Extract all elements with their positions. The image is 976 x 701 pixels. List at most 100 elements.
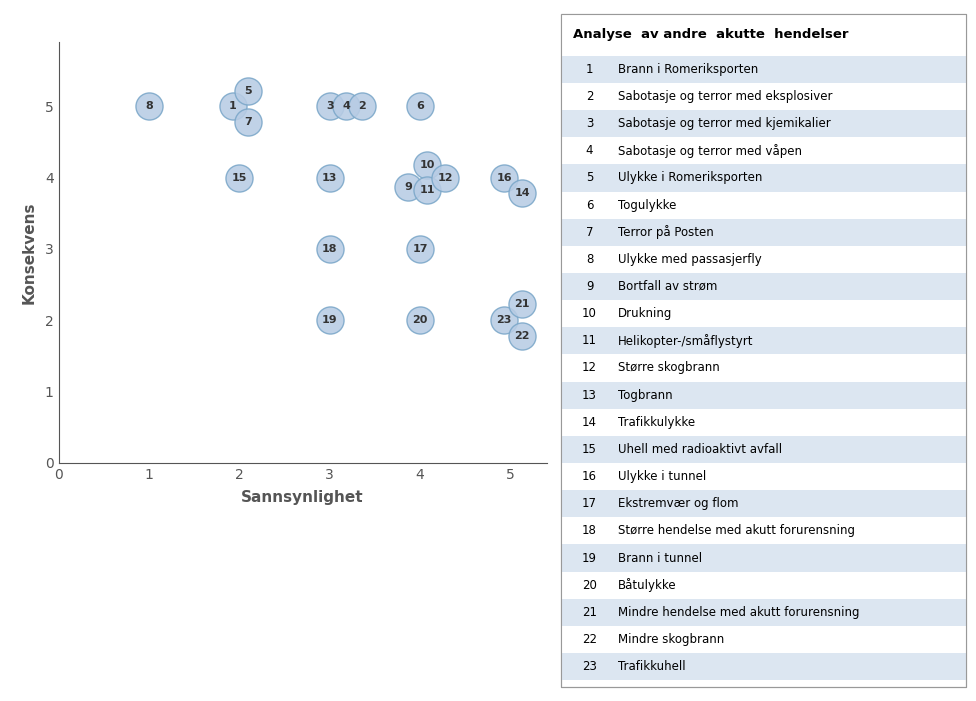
- Point: [322, 243, 338, 254]
- Text: 19: 19: [582, 552, 597, 564]
- Text: Togbrann: Togbrann: [618, 388, 672, 402]
- Point: [240, 85, 256, 96]
- Text: 21: 21: [514, 299, 530, 309]
- Point: [412, 315, 427, 326]
- Bar: [561, 436, 966, 463]
- Bar: [561, 219, 966, 246]
- Text: 13: 13: [582, 388, 597, 402]
- Text: Sabotasje og terror med eksplosiver: Sabotasje og terror med eksplosiver: [618, 90, 833, 103]
- Point: [420, 159, 435, 170]
- Text: 4: 4: [586, 144, 593, 157]
- Text: Sabotasje og terror med kjemikalier: Sabotasje og terror med kjemikalier: [618, 117, 831, 130]
- Text: 1: 1: [229, 101, 237, 111]
- Y-axis label: Konsekvens: Konsekvens: [21, 201, 36, 304]
- Text: 4: 4: [342, 101, 349, 111]
- Text: Båtulykke: Båtulykke: [618, 578, 676, 592]
- Bar: [561, 246, 966, 273]
- Text: 8: 8: [145, 101, 153, 111]
- Point: [354, 101, 370, 112]
- Point: [240, 116, 256, 128]
- Text: 17: 17: [412, 244, 427, 254]
- Text: 15: 15: [231, 172, 247, 182]
- Text: 18: 18: [322, 244, 338, 254]
- Text: Drukning: Drukning: [618, 307, 672, 320]
- Text: 2: 2: [586, 90, 593, 103]
- Point: [322, 172, 338, 183]
- Text: Sabotasje og terror med våpen: Sabotasje og terror med våpen: [618, 144, 802, 158]
- Point: [400, 181, 416, 192]
- Text: 21: 21: [582, 606, 597, 619]
- Text: 10: 10: [420, 160, 435, 170]
- Text: Ulykke med passasjerfly: Ulykke med passasjerfly: [618, 253, 761, 266]
- Text: 23: 23: [497, 315, 511, 325]
- Bar: [561, 56, 966, 83]
- Text: 3: 3: [326, 101, 334, 111]
- Bar: [561, 137, 966, 164]
- Point: [514, 188, 530, 199]
- Text: Mindre skogbrann: Mindre skogbrann: [618, 633, 724, 646]
- Point: [322, 101, 338, 112]
- Point: [338, 101, 353, 112]
- Bar: [561, 545, 966, 571]
- Text: Brann i Romeriksporten: Brann i Romeriksporten: [618, 63, 758, 76]
- Bar: [561, 83, 966, 110]
- Text: 23: 23: [582, 660, 597, 673]
- Text: Mindre hendelse med akutt forurensning: Mindre hendelse med akutt forurensning: [618, 606, 860, 619]
- Point: [496, 172, 511, 183]
- Text: 14: 14: [582, 416, 597, 429]
- Bar: [561, 327, 966, 355]
- Text: Uhell med radioaktivt avfall: Uhell med radioaktivt avfall: [618, 443, 782, 456]
- Text: Bortfall av strøm: Bortfall av strøm: [618, 280, 717, 293]
- Text: 16: 16: [582, 470, 597, 483]
- Text: 12: 12: [437, 172, 453, 182]
- Text: Ulykke i Romeriksporten: Ulykke i Romeriksporten: [618, 172, 762, 184]
- Text: 1: 1: [586, 63, 593, 76]
- Text: 11: 11: [582, 334, 597, 347]
- Bar: [561, 571, 966, 599]
- Text: 7: 7: [244, 117, 252, 127]
- Bar: [561, 626, 966, 653]
- Point: [514, 330, 530, 341]
- Text: Terror på Posten: Terror på Posten: [618, 225, 713, 239]
- Text: Helikopter-/småflystyrt: Helikopter-/småflystyrt: [618, 334, 753, 348]
- Text: 6: 6: [416, 101, 424, 111]
- Text: 5: 5: [586, 172, 593, 184]
- Text: 11: 11: [420, 185, 435, 196]
- Text: Ekstremvær og flom: Ekstremvær og flom: [618, 497, 739, 510]
- Point: [496, 315, 511, 326]
- Text: 13: 13: [322, 172, 338, 182]
- Text: 3: 3: [586, 117, 593, 130]
- Point: [322, 315, 338, 326]
- Point: [420, 185, 435, 196]
- Text: Togulykke: Togulykke: [618, 198, 676, 212]
- Text: 15: 15: [582, 443, 597, 456]
- Text: Trafikkuhell: Trafikkuhell: [618, 660, 685, 673]
- Text: 10: 10: [582, 307, 597, 320]
- Bar: [561, 191, 966, 219]
- Bar: [561, 409, 966, 436]
- Text: Brann i tunnel: Brann i tunnel: [618, 552, 702, 564]
- Text: 22: 22: [582, 633, 597, 646]
- Text: 5: 5: [245, 86, 252, 95]
- Bar: [561, 110, 966, 137]
- Text: 8: 8: [586, 253, 593, 266]
- Bar: [561, 653, 966, 680]
- Point: [514, 299, 530, 310]
- Bar: [561, 273, 966, 300]
- Text: Større skogbrann: Større skogbrann: [618, 362, 719, 374]
- Bar: [561, 14, 966, 56]
- Text: 18: 18: [582, 524, 597, 538]
- Text: 17: 17: [582, 497, 597, 510]
- Text: 20: 20: [412, 315, 427, 325]
- Text: Ulykke i tunnel: Ulykke i tunnel: [618, 470, 707, 483]
- Text: 7: 7: [586, 226, 593, 239]
- X-axis label: Sannsynlighet: Sannsynlighet: [241, 490, 364, 505]
- Text: Trafikkulykke: Trafikkulykke: [618, 416, 695, 429]
- Text: 22: 22: [514, 331, 530, 341]
- Text: 12: 12: [582, 362, 597, 374]
- Text: 19: 19: [322, 315, 338, 325]
- Point: [437, 172, 453, 183]
- Bar: [561, 463, 966, 490]
- Text: 20: 20: [582, 579, 597, 592]
- Point: [412, 101, 427, 112]
